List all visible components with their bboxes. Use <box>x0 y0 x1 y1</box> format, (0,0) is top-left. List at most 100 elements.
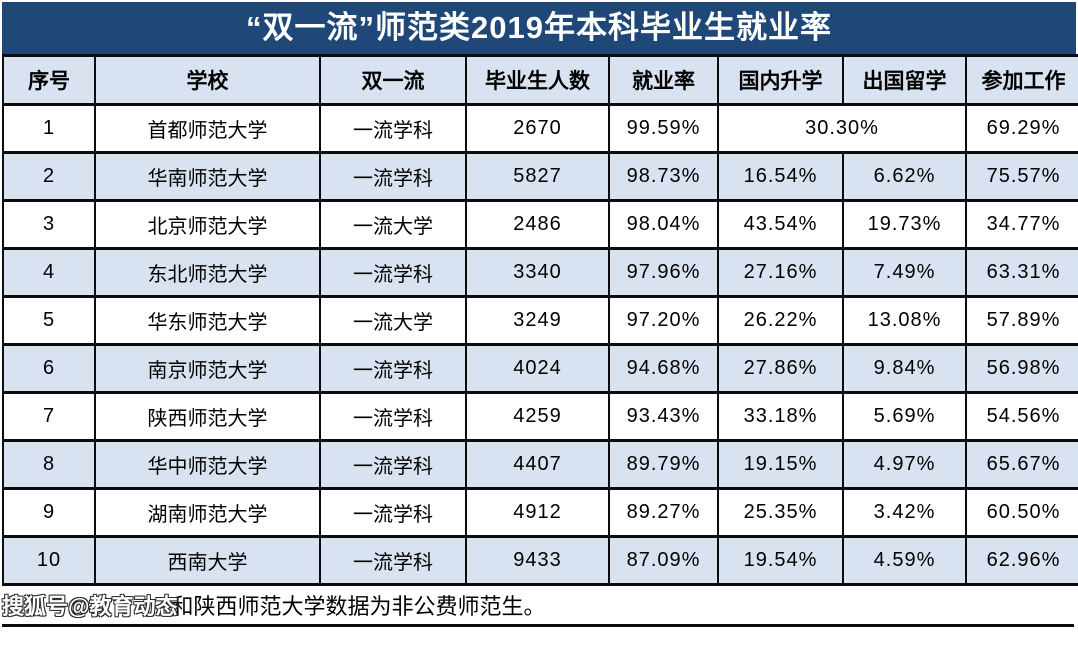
cell-domestic-study: 19.15% <box>717 439 844 490</box>
footer: 搜狐号@教育动态 和陕西师范大学数据为非公费师范生。 <box>2 586 1074 627</box>
cell-abroad-study: 5.69% <box>842 391 967 442</box>
cell-work: 54.56% <box>965 391 1078 442</box>
cell-seq: 8 <box>2 439 96 490</box>
sohu-watermark: 搜狐号@教育动态 <box>2 594 178 619</box>
cell-school: 首都师范大学 <box>94 103 321 154</box>
table-row: 6 南京师范大学 一流学科 4024 94.68% 27.86% 9.84% 56.98% <box>2 343 1078 394</box>
cell-abroad-study: 3.42% <box>842 487 967 538</box>
cell-double-first-class: 一流学科 <box>319 487 467 538</box>
cell-double-first-class: 一流学科 <box>319 247 467 298</box>
cell-seq: 7 <box>2 391 96 442</box>
cell-graduates: 3340 <box>465 247 610 298</box>
cell-domestic-study: 43.54% <box>717 199 844 250</box>
header-row: 序号 学校 双一流 毕业生人数 就业率 国内升学 出国留学 参加工作 <box>2 54 1078 106</box>
cell-work: 65.67% <box>965 439 1078 490</box>
cell-work: 56.98% <box>965 343 1078 394</box>
cell-domestic-study: 27.16% <box>717 247 844 298</box>
cell-graduates: 4912 <box>465 487 610 538</box>
cell-employment-rate: 98.04% <box>608 199 719 250</box>
cell-school: 南京师范大学 <box>94 343 321 394</box>
cell-work: 57.89% <box>965 295 1078 346</box>
table-row: 2 华南师范大学 一流学科 5827 98.73% 16.54% 6.62% 75.57% <box>2 151 1078 202</box>
cell-abroad-study: 7.49% <box>842 247 967 298</box>
cell-employment-rate: 87.09% <box>608 535 719 586</box>
cell-graduates: 3249 <box>465 295 610 346</box>
cell-graduates: 2486 <box>465 199 610 250</box>
footer-note: 和陕西师范大学数据为非公费师范生。 <box>171 594 546 619</box>
table-row: 10 西南大学 一流学科 9433 87.09% 19.54% 4.59% 62.96% <box>2 535 1078 586</box>
cell-work: 69.29% <box>965 103 1078 154</box>
cell-graduates: 4407 <box>465 439 610 490</box>
column-header-school: 学校 <box>94 54 321 106</box>
cell-double-first-class: 一流学科 <box>319 151 467 202</box>
cell-school: 湖南师范大学 <box>94 487 321 538</box>
cell-school: 华东师范大学 <box>94 295 321 346</box>
cell-seq: 2 <box>2 151 96 202</box>
cell-double-first-class: 一流学科 <box>319 343 467 394</box>
cell-employment-rate: 89.27% <box>608 487 719 538</box>
cell-employment-rate: 93.43% <box>608 391 719 442</box>
cell-graduates: 5827 <box>465 151 610 202</box>
table-row: 9 湖南师范大学 一流学科 4912 89.27% 25.35% 3.42% 60.50% <box>2 487 1078 538</box>
cell-work: 63.31% <box>965 247 1078 298</box>
cell-domestic-study: 25.35% <box>717 487 844 538</box>
column-header-dfc: 双一流 <box>319 54 467 106</box>
column-header-seq: 序号 <box>2 54 96 106</box>
cell-seq: 10 <box>2 535 96 586</box>
cell-double-first-class: 一流大学 <box>319 199 467 250</box>
cell-employment-rate: 97.20% <box>608 295 719 346</box>
table-row: 7 陕西师范大学 一流学科 4259 93.43% 33.18% 5.69% 54.56% <box>2 391 1078 442</box>
cell-abroad-study: 4.59% <box>842 535 967 586</box>
cell-abroad-study: 13.08% <box>842 295 967 346</box>
column-header-work: 参加工作 <box>965 54 1078 106</box>
page-title: “双一流”师范类2019年本科毕业生就业率 <box>2 2 1076 54</box>
cell-graduates: 4024 <box>465 343 610 394</box>
cell-work: 75.57% <box>965 151 1078 202</box>
cell-double-first-class: 一流学科 <box>319 535 467 586</box>
table-row: 5 华东师范大学 一流大学 3249 97.20% 26.22% 13.08% 57.89% <box>2 295 1078 346</box>
cell-graduates: 4259 <box>465 391 610 442</box>
cell-school: 西南大学 <box>94 535 321 586</box>
cell-school: 华中师范大学 <box>94 439 321 490</box>
cell-employment-rate: 94.68% <box>608 343 719 394</box>
column-header-domestic: 国内升学 <box>717 54 844 106</box>
cell-work: 62.96% <box>965 535 1078 586</box>
cell-abroad-study: 19.73% <box>842 199 967 250</box>
cell-school: 陕西师范大学 <box>94 391 321 442</box>
table-row: 1 首都师范大学 一流学科 2670 99.59% 30.30% 69.29% <box>2 103 1078 154</box>
cell-abroad-study: 9.84% <box>842 343 967 394</box>
cell-abroad-study: 4.97% <box>842 439 967 490</box>
employment-rate-table: 序号 学校 双一流 毕业生人数 就业率 国内升学 出国留学 参加工作 1 首都师范… <box>2 54 1078 586</box>
table-row: 4 东北师范大学 一流学科 3340 97.96% 27.16% 7.49% 63.31% <box>2 247 1078 298</box>
cell-double-first-class: 一流学科 <box>319 391 467 442</box>
cell-work: 34.77% <box>965 199 1078 250</box>
cell-school: 东北师范大学 <box>94 247 321 298</box>
column-header-abroad: 出国留学 <box>842 54 967 106</box>
cell-abroad-study: 6.62% <box>842 151 967 202</box>
table-sheet: “双一流”师范类2019年本科毕业生就业率 序号 学校 双一流 毕业生人数 就业… <box>2 2 1078 627</box>
cell-seq: 6 <box>2 343 96 394</box>
cell-work: 60.50% <box>965 487 1078 538</box>
cell-double-first-class: 一流学科 <box>319 103 467 154</box>
cell-domestic-study: 27.86% <box>717 343 844 394</box>
cell-seq: 9 <box>2 487 96 538</box>
cell-domestic-study: 16.54% <box>717 151 844 202</box>
cell-domestic-abroad-merged: 30.30% <box>717 103 967 154</box>
cell-school: 北京师范大学 <box>94 199 321 250</box>
cell-employment-rate: 98.73% <box>608 151 719 202</box>
cell-seq: 3 <box>2 199 96 250</box>
cell-employment-rate: 89.79% <box>608 439 719 490</box>
cell-domestic-study: 26.22% <box>717 295 844 346</box>
cell-graduates: 9433 <box>465 535 610 586</box>
cell-domestic-study: 19.54% <box>717 535 844 586</box>
column-header-employment: 就业率 <box>608 54 719 106</box>
table-row: 8 华中师范大学 一流学科 4407 89.79% 19.15% 4.97% 65.67% <box>2 439 1078 490</box>
cell-seq: 1 <box>2 103 96 154</box>
cell-employment-rate: 99.59% <box>608 103 719 154</box>
cell-domestic-study: 33.18% <box>717 391 844 442</box>
cell-seq: 4 <box>2 247 96 298</box>
cell-double-first-class: 一流大学 <box>319 295 467 346</box>
table-row: 3 北京师范大学 一流大学 2486 98.04% 43.54% 19.73% 34.77% <box>2 199 1078 250</box>
cell-graduates: 2670 <box>465 103 610 154</box>
cell-seq: 5 <box>2 295 96 346</box>
